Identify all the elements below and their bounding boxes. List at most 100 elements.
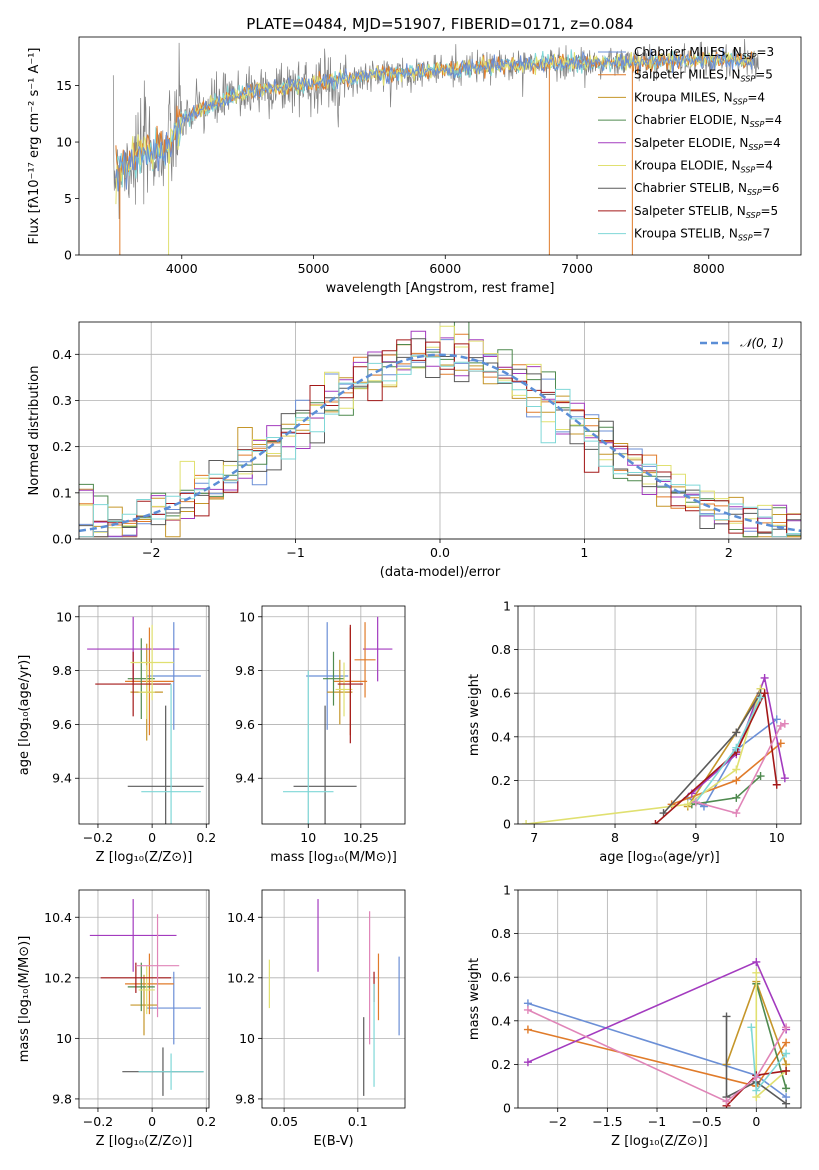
y-tick-label: 10 (56, 1031, 72, 1046)
y-axis-label: Normed distribution (27, 366, 42, 496)
figure-title: PLATE=0484, MJD=51907, FIBERID=0171, z=0… (246, 15, 633, 33)
mass-weight-point-marker (782, 1099, 791, 1108)
x-tick-label: 0 (148, 1114, 156, 1129)
y-axis-label: mass weight (467, 958, 482, 1040)
mass_weight_vs_Z-panel: −2 −1.5 −1 −0.5 0 0 0.2 0.4 0.6 0.8 1 Z [log₁₀(Z/Z⊙… (467, 883, 802, 1149)
age_vs_Z-panel: −0.2 0 0.2 9.4 9.6 9.8 10 Z [log₁₀(Z/Z⊙)] age [l… (17, 605, 216, 865)
x-tick-label: 7 (530, 830, 538, 845)
legend-entry: Chabrier ELODIE, NSSP=4 (634, 113, 782, 129)
x-tick-label: 5000 (298, 261, 330, 276)
legend-entry: Salpeter ELODIE, NSSP=4 (634, 136, 781, 152)
mass-weight-series-line (526, 688, 762, 824)
x-axis-label: (data-model)/error (380, 565, 501, 580)
mass-weight-point-marker (659, 809, 668, 818)
age_vs_Z-plot-area (87, 616, 204, 824)
mass-weight-point-marker (732, 728, 741, 737)
y-tick-label: 0.3 (52, 393, 72, 408)
residual-histogram-series (79, 325, 801, 533)
y-tick-label: 9.6 (52, 717, 72, 732)
x-tick-label: −0.2 (83, 1114, 113, 1129)
y-tick-label: 0.6 (491, 686, 511, 701)
mass-weight-point-marker (523, 1025, 532, 1034)
y-tick-label: 9.4 (52, 771, 72, 786)
mass_weight_vs_age-plot-area (522, 673, 789, 824)
y-axis-label: mass weight (467, 674, 482, 756)
y-tick-label: 0 (64, 248, 72, 263)
legend-entry: Kroupa STELIB, NSSP=7 (634, 227, 770, 243)
mass-weight-point-marker (747, 1023, 756, 1032)
x-tick-label: 2 (725, 545, 733, 560)
x-tick-label: 0 (752, 1114, 760, 1129)
mass_vs_EBV-plot-area (268, 899, 400, 1096)
x-tick-label: −1 (648, 1114, 666, 1129)
x-tick-label: −2 (142, 545, 160, 560)
mass-weight-point-marker (523, 1005, 532, 1014)
mass-weight-point-marker (782, 1049, 791, 1058)
mass_vs_EBV-panel: 0.05 0.1 9.8 10 10.2 10.4 E(B-V) (227, 889, 406, 1149)
mass-weight-point-marker (780, 719, 789, 728)
legend-entry: Chabrier MILES, NSSP=3 (634, 45, 774, 61)
x-tick-label: 1 (580, 545, 588, 560)
normal-reference-curve (79, 353, 801, 533)
x-tick-label: −0.5 (691, 1114, 721, 1129)
y-tick-label: 0.6 (491, 970, 511, 985)
x-axis-label: Z [log₁₀(Z/Z⊙)] (611, 1134, 708, 1149)
mass-weight-point-marker (523, 1058, 532, 1067)
x-tick-label: 0.0 (430, 545, 450, 560)
x-tick-label: 9 (692, 830, 700, 845)
y-tick-label: 0.8 (491, 642, 511, 657)
y-tick-label: 0.2 (491, 1057, 511, 1072)
mass-weight-point-marker (772, 715, 781, 724)
x-axis-label: age [log₁₀(age/yr)] (599, 850, 720, 865)
y-tick-label: 10.4 (227, 910, 255, 925)
axes-frame (261, 605, 406, 825)
mass-weight-point-marker (756, 693, 765, 702)
mass-weight-point-marker (782, 1038, 791, 1047)
y-tick-label: 0.1 (52, 485, 72, 500)
mass_weight_vs_age-panel: 7 8 9 10 0 0.2 0.4 0.6 0.8 1 age [log₁₀(age/yr)] ma… (467, 599, 802, 865)
mass-weight-point-marker (772, 780, 781, 789)
x-tick-label: 0 (148, 830, 156, 845)
y-tick-label: 15 (56, 78, 72, 93)
y-tick-label: 9.8 (235, 663, 255, 678)
y-tick-label: 5 (64, 191, 72, 206)
y-tick-label: 10 (56, 135, 72, 150)
mass-weight-point-marker (776, 721, 785, 730)
mass-weight-point-marker (522, 820, 531, 824)
x-tick-label: 0.2 (196, 830, 216, 845)
x-tick-label: 10 (769, 830, 785, 845)
y-tick-label: 9.8 (52, 1091, 72, 1106)
age_vs_mass-plot-area (283, 616, 393, 824)
mass-weight-point-marker (732, 765, 741, 774)
y-axis-label: age [log₁₀(age/yr)] (17, 655, 32, 776)
mass-weight-point-marker (760, 673, 769, 682)
y-tick-label: 10.2 (227, 970, 255, 985)
x-tick-label: 8000 (693, 261, 725, 276)
mass-weight-point-marker (782, 1023, 791, 1032)
y-tick-label: 1 (503, 883, 511, 898)
mass-weight-point-marker (756, 772, 765, 781)
mass-weight-point-marker (722, 1097, 731, 1106)
legend-entry: Salpeter STELIB, NSSP=5 (634, 204, 778, 220)
x-axis-label: wavelength [Angstrom, rest frame] (326, 281, 555, 296)
mass-weight-series-line (527, 1009, 787, 1103)
residuals-plot-area (79, 322, 801, 538)
y-axis-label: Flux [fλ10⁻¹⁷ erg cm⁻² s⁻¹ A⁻¹] (27, 48, 42, 245)
mass-weight-point-marker (683, 800, 692, 809)
mass_vs_Z-panel: −0.2 0 0.2 9.8 10 10.2 10.4 Z [log₁₀(Z/Z⊙)] mass… (17, 889, 216, 1149)
y-tick-label: 1 (503, 599, 511, 614)
y-tick-label: 0.4 (52, 347, 72, 362)
y-tick-label: 10 (239, 1031, 255, 1046)
mass-weight-point-marker (752, 1073, 761, 1082)
y-tick-label: 0.2 (491, 773, 511, 788)
residuals-panel: −2 −1 0.0 1 2 0.0 0.1 0.2 0.3 0.4 (data-model)/err… (27, 321, 802, 580)
mass-weight-point-marker (782, 1066, 791, 1075)
mass-weight-point-marker (782, 1084, 791, 1093)
legend-entry: Kroupa ELODIE, NSSP=4 (634, 159, 773, 175)
mass_weight_vs_Z-plot-area (523, 957, 791, 1108)
axes-frame (78, 36, 802, 256)
mass-weight-point-marker (732, 809, 741, 818)
axes-frame (517, 605, 802, 825)
mass-weight-series-line (687, 688, 762, 808)
